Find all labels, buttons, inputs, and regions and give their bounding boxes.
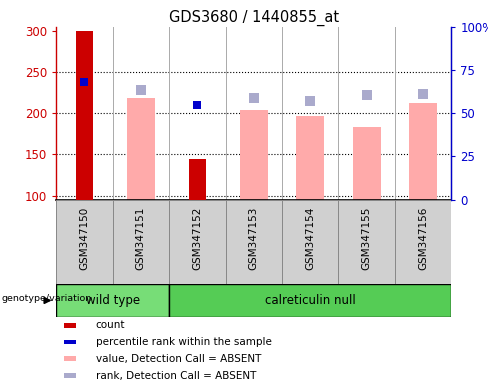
Bar bbox=[352, 127, 381, 200]
Bar bbox=[240, 110, 268, 200]
Bar bbox=[64, 356, 77, 361]
Text: rank, Detection Call = ABSENT: rank, Detection Call = ABSENT bbox=[96, 371, 256, 381]
Bar bbox=[395, 200, 451, 284]
Text: GSM347151: GSM347151 bbox=[136, 207, 146, 270]
Bar bbox=[76, 31, 93, 200]
Bar bbox=[296, 116, 325, 200]
Bar bbox=[56, 284, 169, 317]
Bar bbox=[127, 98, 155, 200]
Text: genotype/variation: genotype/variation bbox=[1, 295, 92, 303]
Text: GSM347152: GSM347152 bbox=[192, 207, 203, 270]
Text: GSM347155: GSM347155 bbox=[362, 207, 372, 270]
Text: value, Detection Call = ABSENT: value, Detection Call = ABSENT bbox=[96, 354, 261, 364]
Text: GSM347154: GSM347154 bbox=[305, 207, 315, 270]
Text: percentile rank within the sample: percentile rank within the sample bbox=[96, 337, 271, 347]
Text: count: count bbox=[96, 320, 125, 330]
Text: GSM347156: GSM347156 bbox=[418, 207, 428, 270]
Bar bbox=[189, 159, 206, 200]
Bar bbox=[113, 200, 169, 284]
Text: calreticulin null: calreticulin null bbox=[265, 294, 356, 307]
Bar bbox=[64, 373, 77, 378]
Text: GSM347150: GSM347150 bbox=[80, 207, 89, 270]
Bar bbox=[169, 200, 225, 284]
Bar bbox=[64, 323, 77, 328]
Title: GDS3680 / 1440855_at: GDS3680 / 1440855_at bbox=[169, 9, 339, 25]
Bar bbox=[64, 340, 77, 344]
Bar bbox=[339, 200, 395, 284]
Bar bbox=[282, 200, 339, 284]
Bar bbox=[169, 284, 451, 317]
Text: wild type: wild type bbox=[85, 294, 140, 307]
Bar bbox=[409, 103, 437, 200]
Bar bbox=[56, 200, 113, 284]
Bar bbox=[225, 200, 282, 284]
Text: GSM347153: GSM347153 bbox=[249, 207, 259, 270]
